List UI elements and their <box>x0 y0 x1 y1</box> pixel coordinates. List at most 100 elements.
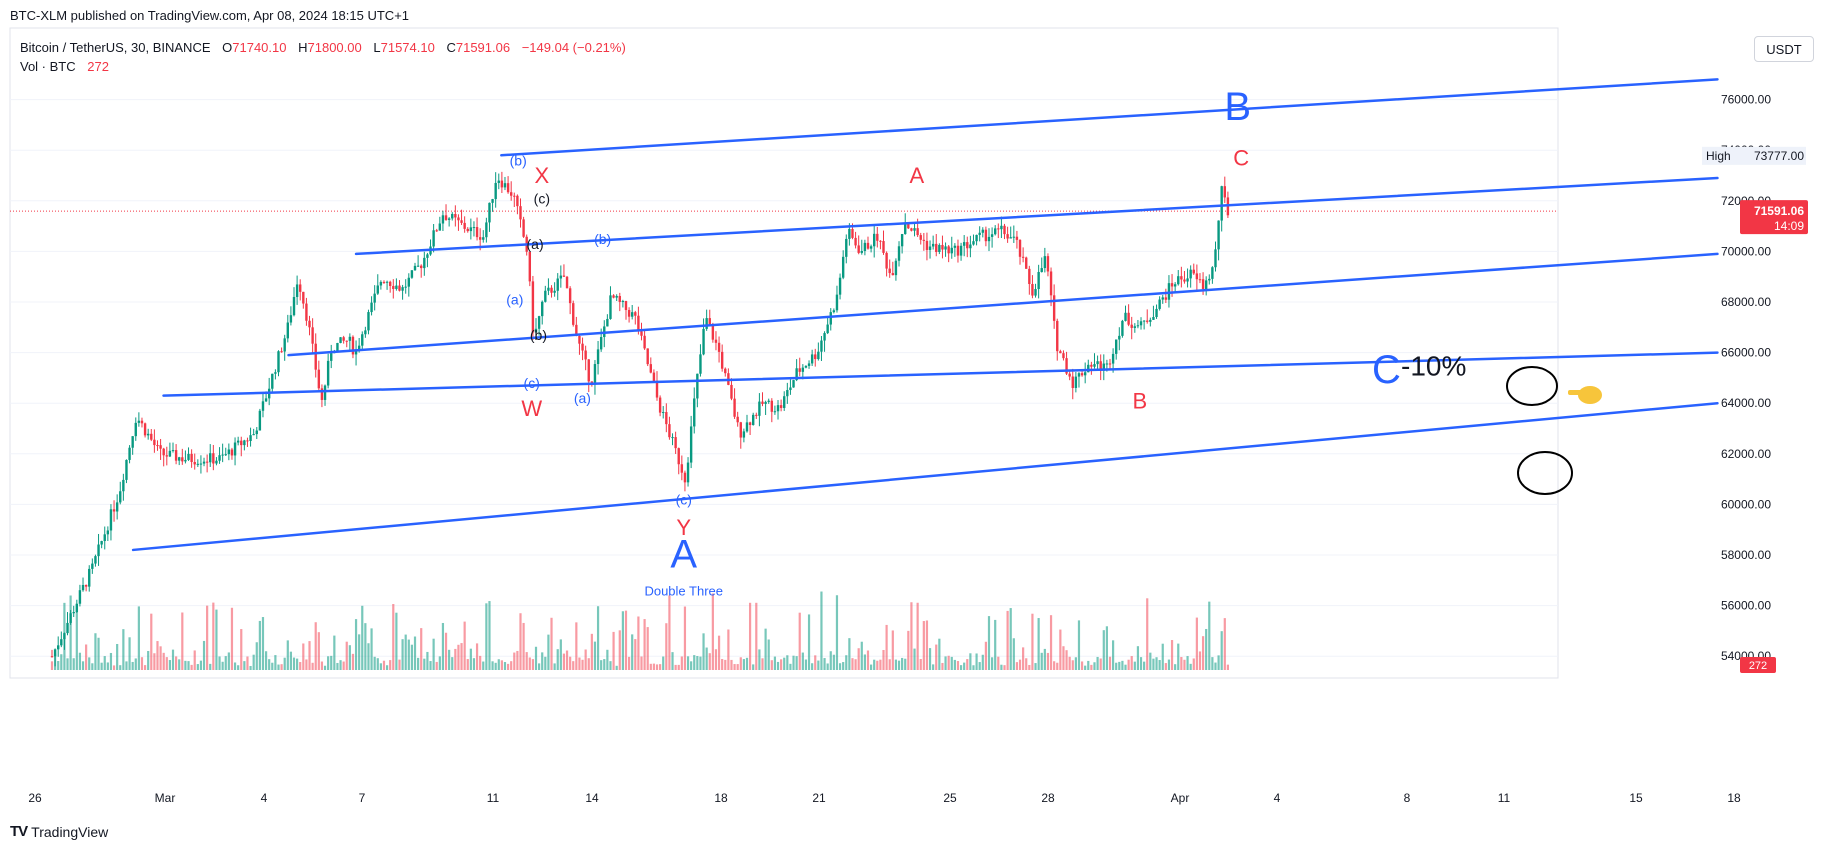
volume-bar <box>820 591 823 670</box>
candle-body <box>420 265 423 269</box>
candle-body <box>1012 236 1016 238</box>
volume-bar <box>702 633 705 670</box>
volume-bar <box>168 660 171 670</box>
volume-bar <box>547 634 550 670</box>
candle-body <box>606 318 609 327</box>
candle-body <box>246 440 249 442</box>
candle-body <box>935 243 938 252</box>
candle-body <box>423 257 426 269</box>
countdown: 14:09 <box>1774 219 1804 233</box>
volume-label[interactable]: Vol · BTC <box>20 59 76 74</box>
volume-bar <box>857 648 860 670</box>
volume-bar <box>327 656 330 670</box>
volume-bar <box>261 617 265 670</box>
candle-body <box>354 349 358 355</box>
candle-body <box>398 285 401 291</box>
volume-bar <box>1022 647 1025 670</box>
candle-body <box>528 251 532 282</box>
currency-button[interactable]: USDT <box>1754 36 1814 62</box>
volume-bar <box>305 659 308 670</box>
candle-body <box>1177 276 1180 285</box>
high-value: 73777.00 <box>1754 149 1804 163</box>
wave-label: (a) <box>506 292 523 308</box>
candle-body <box>519 206 522 220</box>
wave-label: (b) <box>594 231 611 247</box>
volume-bar <box>994 619 997 670</box>
candle-body <box>1031 284 1034 296</box>
volume-bar <box>823 658 826 670</box>
volume-bar <box>935 644 938 670</box>
candle-body <box>103 534 106 542</box>
price-axis[interactable]: 54000.0056000.0058000.0060000.0062000.00… <box>1702 93 1808 673</box>
volume-bar <box>1025 658 1028 670</box>
volume-bar <box>1223 618 1226 670</box>
volume-bar <box>1040 652 1043 670</box>
candle-body <box>299 284 302 292</box>
volume-bar <box>789 663 792 670</box>
footer-brand[interactable]: TV TradingView <box>10 823 108 840</box>
candle-body <box>786 390 789 397</box>
volume-bar <box>807 614 811 670</box>
volume-bar <box>690 661 693 670</box>
candle-body <box>869 246 873 249</box>
volume-bar <box>851 658 854 670</box>
volume-bar <box>140 657 144 670</box>
candle-body <box>941 244 944 250</box>
published-caption: BTC-XLM published on TradingView.com, Ap… <box>10 8 410 23</box>
time-tick: 11 <box>487 791 500 805</box>
volume-bar <box>748 602 752 670</box>
time-tick: 7 <box>359 791 366 805</box>
grid <box>9 27 1559 679</box>
drawn-circle-lower <box>1517 451 1573 495</box>
candle-body <box>736 416 739 423</box>
candle-body <box>947 246 950 254</box>
candle-body <box>1121 320 1124 336</box>
volume-bar <box>106 662 109 670</box>
volume-bar <box>612 631 615 670</box>
volume-bar <box>330 655 333 670</box>
candle-body <box>962 242 966 246</box>
volume-bar <box>733 664 736 670</box>
volume-bar <box>75 612 78 670</box>
time-axis[interactable]: 26 Mar 4 7 11 14 18 21 25 28 Apr 4 8 11 15 18 <box>10 677 1741 805</box>
candle-body <box>984 229 988 242</box>
wave-label: -10% <box>1401 350 1466 381</box>
candle-body <box>457 217 460 221</box>
volume-bar <box>522 622 525 670</box>
candle-body <box>271 373 274 389</box>
candle-body <box>1201 279 1205 289</box>
volume-bar <box>460 643 463 670</box>
volume-bar <box>1189 663 1192 670</box>
candle-body <box>584 350 587 360</box>
volume-bar <box>296 658 299 670</box>
volume-bar <box>1071 660 1074 670</box>
candle-body <box>544 290 547 302</box>
symbol-name[interactable]: Bitcoin / TetherUS, 30, BINANCE <box>20 40 211 55</box>
volume-bar <box>649 663 652 670</box>
high-label: High <box>1706 149 1731 163</box>
volume-bar <box>497 659 500 670</box>
candle-body <box>742 431 746 438</box>
volume-bar <box>866 650 870 670</box>
candle-body <box>292 297 296 316</box>
volume-bar <box>137 606 140 670</box>
volume-bar <box>1152 658 1155 670</box>
volume-bar <box>69 595 72 670</box>
volume-bar <box>94 633 97 670</box>
volume-bar <box>1149 652 1152 670</box>
volume-bar <box>1049 615 1053 670</box>
volume-bar <box>584 649 587 670</box>
volume-bar <box>724 659 727 670</box>
volume-bar <box>1158 660 1161 670</box>
channel-lines[interactable] <box>131 78 1719 552</box>
volume-bar <box>621 611 624 670</box>
volume-bar <box>603 659 606 670</box>
candle-body <box>876 233 879 241</box>
candle-body <box>357 345 361 350</box>
pointing-finger <box>1568 390 1582 395</box>
candle-body <box>441 215 445 224</box>
candle-body <box>646 348 649 365</box>
volume-bar <box>1009 608 1012 670</box>
candle-body <box>1077 373 1081 377</box>
